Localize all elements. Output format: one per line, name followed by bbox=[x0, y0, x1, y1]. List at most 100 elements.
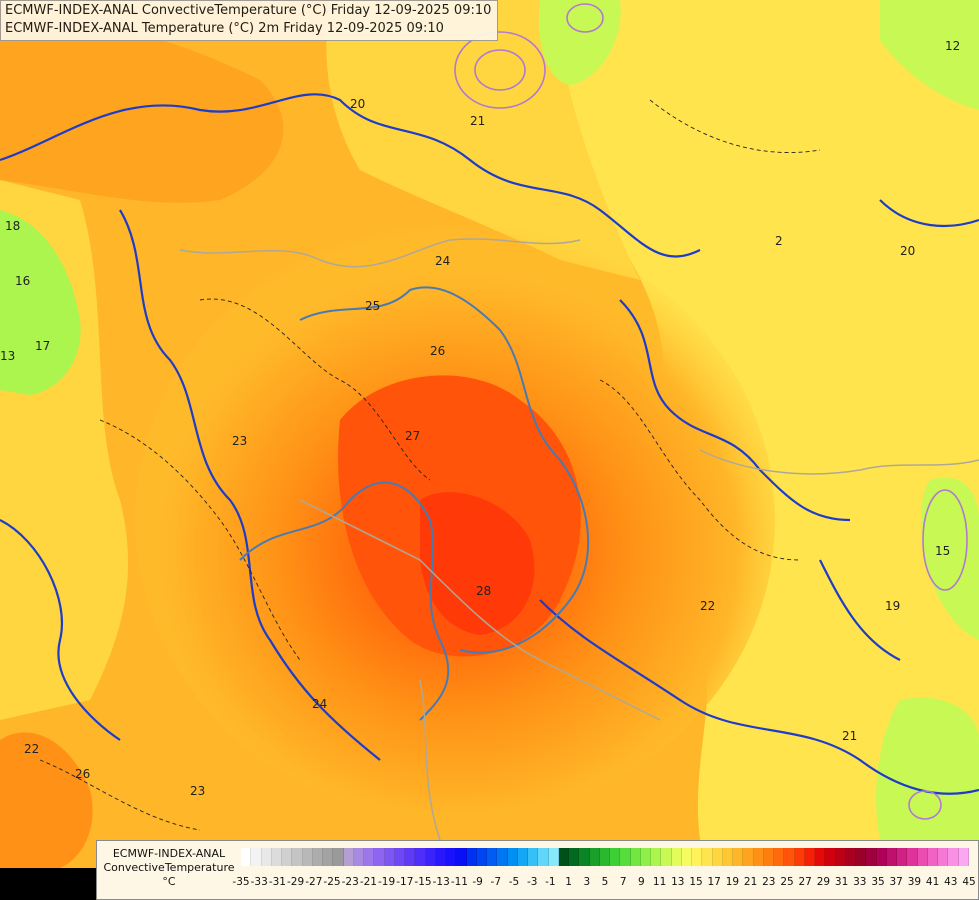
legend-swatch bbox=[856, 848, 867, 866]
legend-swatch bbox=[610, 848, 621, 866]
title-line-temperature: ECMWF-INDEX-ANAL Temperature (°C) 2m Fri… bbox=[5, 21, 444, 36]
legend-tick-label: -35 bbox=[232, 876, 250, 888]
legend-swatch bbox=[425, 848, 436, 866]
legend-swatch bbox=[804, 848, 815, 866]
contour-label: 19 bbox=[885, 599, 900, 613]
contour-label: 21 bbox=[842, 729, 857, 743]
legend-swatch bbox=[548, 848, 559, 866]
legend-swatch bbox=[784, 848, 795, 866]
legend-swatch bbox=[835, 848, 846, 866]
legend-swatch bbox=[743, 848, 754, 866]
contour-label: 22 bbox=[700, 599, 715, 613]
legend-tick-label: 19 bbox=[725, 876, 740, 888]
legend-swatch bbox=[733, 848, 744, 866]
country-borders bbox=[179, 238, 979, 841]
purple-contours bbox=[454, 3, 968, 820]
legend-swatch bbox=[907, 848, 918, 866]
legend-swatch bbox=[825, 848, 836, 866]
legend-swatch bbox=[579, 848, 590, 866]
legend-swatch bbox=[753, 848, 764, 866]
legend-swatch bbox=[394, 848, 405, 866]
contour-label: 24 bbox=[435, 254, 450, 268]
cyan-contours bbox=[239, 286, 590, 721]
legend-tick-label: 13 bbox=[671, 876, 685, 888]
legend-swatch bbox=[241, 848, 252, 866]
legend-swatch bbox=[435, 848, 446, 866]
contour-label: 21 bbox=[470, 114, 485, 128]
legend-swatch bbox=[927, 848, 938, 866]
legend-tick-label: -33 bbox=[250, 876, 268, 888]
legend-tick-label: 11 bbox=[652, 876, 667, 888]
contour-label: 20 bbox=[900, 244, 915, 258]
ne-green-area bbox=[880, 0, 979, 110]
contour-label: 18 bbox=[5, 219, 20, 233]
legend-swatch bbox=[292, 848, 303, 866]
legend-swatch bbox=[466, 848, 477, 866]
east-yellow-area bbox=[548, 0, 979, 840]
legend-swatch bbox=[876, 848, 887, 866]
legend-swatch bbox=[333, 848, 344, 866]
legend-swatch bbox=[569, 848, 580, 866]
contour-label: 25 bbox=[365, 299, 380, 313]
legend-swatch bbox=[589, 848, 600, 866]
legend-model-name: ECMWF-INDEX-ANAL bbox=[112, 847, 226, 860]
legend-swatch bbox=[702, 848, 713, 866]
legend-swatch bbox=[845, 848, 856, 866]
map-title-box: ECMWF-INDEX-ANAL ConvectiveTemperature (… bbox=[0, 0, 499, 41]
legend-swatch bbox=[886, 848, 897, 866]
legend-swatches bbox=[241, 848, 969, 866]
legend-swatch bbox=[661, 848, 672, 866]
legend-swatch bbox=[917, 848, 928, 866]
legend-tick-label: -29 bbox=[287, 876, 305, 888]
legend-tick-label: 43 bbox=[944, 876, 958, 888]
contour-label: 2 bbox=[775, 234, 783, 248]
legend-swatch bbox=[271, 848, 282, 866]
contour-label: 23 bbox=[190, 784, 205, 798]
legend-swatch bbox=[364, 848, 375, 866]
contour-label: 28 bbox=[476, 584, 491, 598]
legend-tick-label: -21 bbox=[359, 876, 377, 888]
legend-tick-label: 25 bbox=[780, 876, 794, 888]
legend-swatch bbox=[651, 848, 662, 866]
legend-swatch bbox=[528, 848, 539, 866]
legend-swatch bbox=[415, 848, 426, 866]
legend-swatch bbox=[671, 848, 682, 866]
legend-tick-label: 5 bbox=[601, 876, 609, 888]
northwest-orange-area bbox=[0, 17, 284, 203]
legend-tick-label: 7 bbox=[619, 876, 627, 888]
legend-tick-label: -13 bbox=[432, 876, 450, 888]
legend-tick-label: 23 bbox=[762, 876, 776, 888]
legend-swatch bbox=[456, 848, 467, 866]
legend-swatch bbox=[938, 848, 949, 866]
color-legend: ECMWF-INDEX-ANAL ConvectiveTemperature °… bbox=[96, 840, 979, 900]
legend-swatch bbox=[815, 848, 826, 866]
legend-swatch bbox=[251, 848, 262, 866]
legend-tick-label: 31 bbox=[834, 876, 849, 888]
hot-core-peak bbox=[420, 492, 535, 635]
legend-swatch bbox=[497, 848, 508, 866]
legend-unit: °C bbox=[162, 875, 176, 888]
legend-swatch bbox=[948, 848, 959, 866]
contour-label: 17 bbox=[35, 339, 50, 353]
legend-swatch bbox=[774, 848, 785, 866]
legend-tick-label: 37 bbox=[889, 876, 903, 888]
legend-tick-label: 15 bbox=[689, 876, 703, 888]
legend-swatch bbox=[794, 848, 805, 866]
contour-label: 20 bbox=[350, 97, 365, 111]
contour-label: 26 bbox=[430, 344, 445, 358]
legend-swatch bbox=[384, 848, 395, 866]
legend-tick-label: 39 bbox=[907, 876, 922, 888]
se-green-area bbox=[876, 697, 979, 840]
legend-tick-label: 41 bbox=[925, 876, 940, 888]
west-green-area bbox=[0, 210, 81, 395]
legend-tick-label: 1 bbox=[565, 876, 572, 888]
legend-tick-label: -7 bbox=[490, 876, 502, 888]
contour-label: 26 bbox=[75, 767, 90, 781]
corner-strip bbox=[0, 868, 96, 900]
contour-label: 16 bbox=[15, 274, 30, 288]
legend-tick-label: -19 bbox=[378, 876, 396, 888]
legend-swatch bbox=[722, 848, 733, 866]
legend-swatch bbox=[261, 848, 272, 866]
legend-tick-label: 33 bbox=[853, 876, 867, 888]
